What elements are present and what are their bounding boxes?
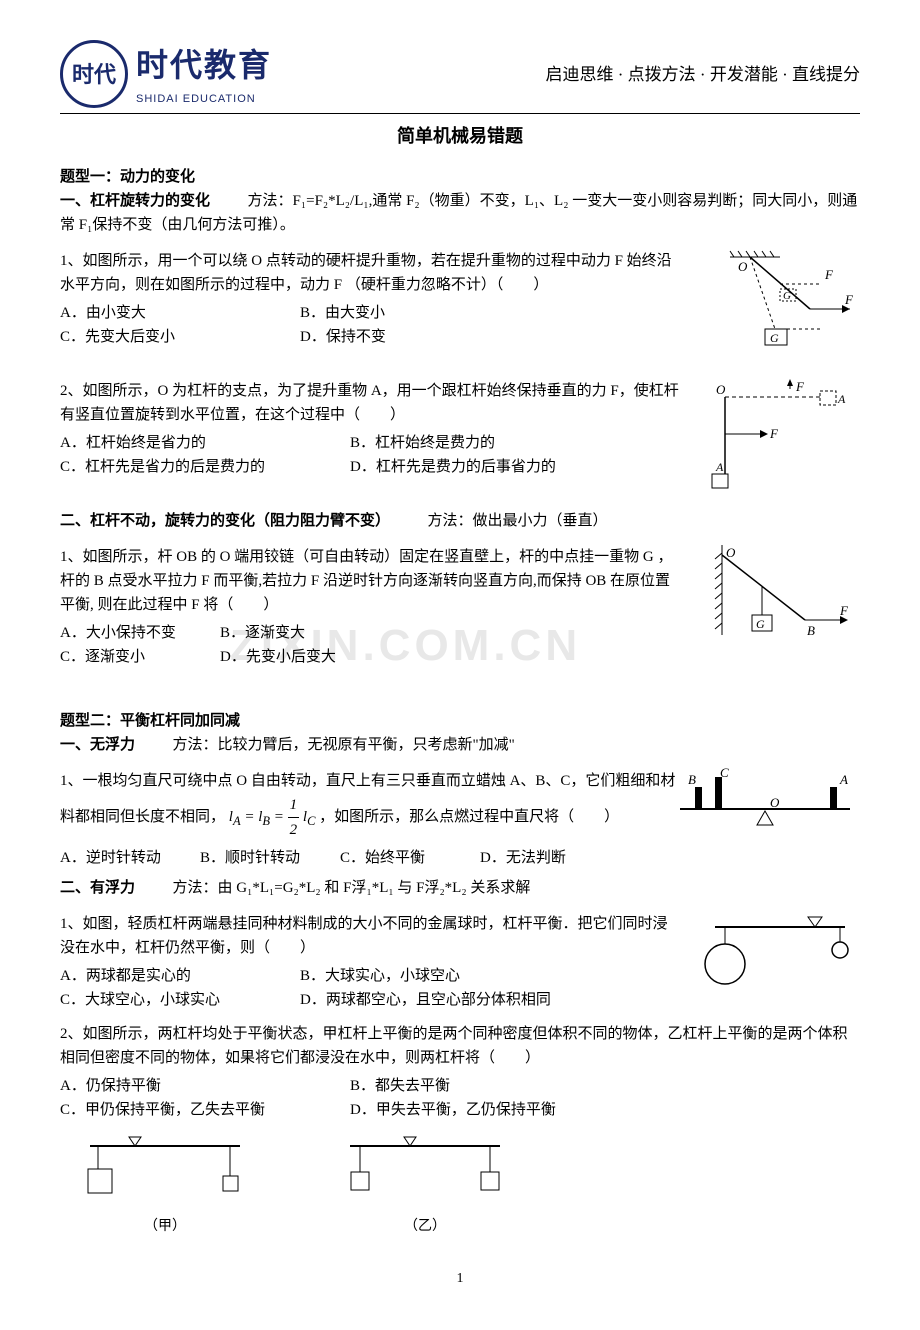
- svg-text:A: A: [715, 460, 724, 474]
- logo-text: 时代教育 SHIDAI EDUCATION: [136, 40, 272, 109]
- svg-text:O: O: [738, 259, 748, 274]
- svg-text:F: F: [769, 426, 779, 441]
- topic-1-heading: 题型一：动力的变化: [60, 165, 860, 189]
- t2-s2-q1: 1、如图，轻质杠杆两端悬挂同种材料制成的大小不同的金属球时，杠杆平衡．把它们同时…: [60, 912, 860, 1012]
- t1-s1-q1: 1、如图所示，用一个可以绕 O 点转动的硬杆提升重物，若在提升重物的过程中动力 …: [60, 249, 860, 349]
- q2-opt-d: D．杠杆先是费力的后事省力的: [350, 455, 610, 479]
- t2s1q1-b: B．顺时针转动: [200, 846, 340, 870]
- sec1-title: 一、杠杆旋转力的变化: [60, 193, 210, 209]
- q1-diagram: O F F G G: [720, 249, 860, 357]
- q1-stem: 1、如图所示，用一个可以绕 O 点转动的硬杆提升重物，若在提升重物的过程中动力 …: [60, 249, 680, 297]
- q2-stem: 2、如图所示，O 为杠杆的支点，为了提升重物 A，用一个跟杠杆始终保持垂直的力 …: [60, 379, 680, 427]
- svg-text:A: A: [839, 772, 848, 787]
- svg-text:O: O: [716, 382, 726, 397]
- q1-opt-a: A．由小变大: [60, 301, 260, 325]
- svg-text:A: A: [837, 392, 846, 406]
- t2s2q1-a: A．两球都是实心的: [60, 964, 260, 988]
- t2s2q1-b: B．大球实心，小球空心: [300, 964, 500, 988]
- t2s1q1-stem: 1、一根均匀直尺可绕中点 O 自由转动，直尺上有三只垂直而立蜡烛 A、B、C，它…: [60, 769, 680, 842]
- svg-text:O: O: [726, 545, 736, 560]
- t2s2q2-options: A．仍保持平衡 B．都失去平衡 C．甲仍保持平衡，乙失去平衡 D．甲失去平衡，乙…: [60, 1074, 860, 1122]
- q2-opt-a: A．杠杆始终是省力的: [60, 431, 320, 455]
- t2s2q1-c: C．大球空心，小球实心: [60, 988, 260, 1012]
- page-number: 1: [60, 1268, 860, 1290]
- t2s2q2-d: D．甲失去平衡，乙仍保持平衡: [350, 1098, 610, 1122]
- t2s1q1-formula: lA = lB = 12 lC: [229, 809, 316, 825]
- document-title: 简单机械易错题: [60, 122, 860, 151]
- topic-2-sec-1: 一、无浮力 方法：比较力臂后，无视原有平衡，只考虑新"加减": [60, 733, 860, 757]
- q2-opt-c: C．杠杆先是省力的后是费力的: [60, 455, 320, 479]
- t2s2q1-d: D．两球都空心，且空心部分体积相同: [300, 988, 551, 1012]
- t1s2q1-stem: 1、如图所示，杆 OB 的 O 端用铰链（可自由转动）固定在竖直壁上，杆的中点挂…: [60, 545, 680, 617]
- t1s2q1-a: A．大小保持不变: [60, 621, 220, 645]
- t2s1-title: 一、无浮力: [60, 737, 135, 753]
- t2s2-method: 方法：由 G₁*L₁=G₂*L₂ 和 F浮₁*L₁ 与 F浮₂*L₂ 关系求解: [173, 880, 531, 896]
- lever-yi: （乙）: [340, 1134, 510, 1238]
- svg-text:C: C: [720, 765, 729, 780]
- t1s2q1-c: C．逐渐变小: [60, 645, 220, 669]
- t2s1q1-c: C．始终平衡: [340, 846, 480, 870]
- svg-text:F: F: [824, 267, 834, 282]
- sec2-title: 二、杠杆不动，旋转力的变化（阻力阻力臂不变）: [60, 513, 390, 529]
- t2s1q1-options: A．逆时针转动 B．顺时针转动 C．始终平衡 D．无法判断: [60, 846, 860, 870]
- svg-text:F: F: [795, 379, 805, 394]
- topic-1-sec-1: 一、杠杆旋转力的变化 方法：F₁=F₂*L₂/L₁,通常 F₂（物重）不变，L₁…: [60, 189, 860, 237]
- topic-2-heading: 题型二：平衡杠杆同加同减: [60, 709, 860, 733]
- t2s1q1-d: D．无法判断: [480, 846, 620, 870]
- t1s2q1-options: ZIXIN.COM.CN A．大小保持不变 B．逐渐变大 C．逐渐变小 D．先变…: [60, 621, 860, 669]
- q2-diagram: O F A F A: [710, 379, 860, 497]
- svg-text:F: F: [839, 603, 849, 618]
- topic-1: 题型一：动力的变化 一、杠杆旋转力的变化 方法：F₁=F₂*L₂/L₁,通常 F…: [60, 165, 860, 669]
- t2s1q1-a: A．逆时针转动: [60, 846, 200, 870]
- q2-opt-b: B．杠杆始终是费力的: [350, 431, 610, 455]
- page-header: 时代 时代教育 SHIDAI EDUCATION 启迪思维 · 点拨方法 · 开…: [60, 40, 860, 114]
- q1-opt-b: B．由大变小: [300, 301, 500, 325]
- svg-text:F: F: [844, 292, 854, 307]
- logo-title: 时代教育: [136, 40, 272, 91]
- topic-2-sec-2: 二、有浮力 方法：由 G₁*L₁=G₂*L₂ 和 F浮₁*L₁ 与 F浮₂*L₂…: [60, 876, 860, 900]
- t2s2q2-diagrams: （甲） （乙）: [80, 1134, 860, 1238]
- t2s2q2-a: A．仍保持平衡: [60, 1074, 320, 1098]
- svg-text:G: G: [783, 290, 791, 302]
- t2-s1-q1: 1、一根均匀直尺可绕中点 O 自由转动，直尺上有三只垂直而立蜡烛 A、B、C，它…: [60, 769, 860, 870]
- t2s2q1-stem: 1、如图，轻质杠杆两端悬挂同种材料制成的大小不同的金属球时，杠杆平衡．把它们同时…: [60, 912, 680, 960]
- logo-icon: 时代: [60, 40, 128, 108]
- t2s1q1-stem-b: ，如图所示，那么点燃过程中直尺将（ ）: [319, 809, 619, 825]
- t2s2q2-b: B．都失去平衡: [350, 1074, 610, 1098]
- t1s2q1-b: B．逐渐变大: [220, 621, 380, 645]
- t2s2q1-diagram: [700, 912, 860, 1000]
- logo-block: 时代 时代教育 SHIDAI EDUCATION: [60, 40, 272, 109]
- sec2-method: 方法：做出最小力（垂直）: [428, 513, 608, 529]
- t1-s1-q2: 2、如图所示，O 为杠杆的支点，为了提升重物 A，用一个跟杠杆始终保持垂直的力 …: [60, 379, 860, 479]
- topic-1-sec-2: 二、杠杆不动，旋转力的变化（阻力阻力臂不变） 方法：做出最小力（垂直）: [60, 509, 860, 533]
- lever-yi-caption: （乙）: [340, 1216, 510, 1238]
- t2s2q2-stem: 2、如图所示，两杠杆均处于平衡状态，甲杠杆上平衡的是两个同种密度但体积不同的物体…: [60, 1022, 860, 1070]
- lever-jia-caption: （甲）: [80, 1216, 250, 1238]
- lever-jia: （甲）: [80, 1134, 250, 1238]
- q1-opt-c: C．先变大后变小: [60, 325, 260, 349]
- svg-text:G: G: [770, 331, 779, 345]
- header-tagline: 启迪思维 · 点拨方法 · 开发潜能 · 直线提分: [546, 61, 860, 88]
- t1-s2-q1: 1、如图所示，杆 OB 的 O 端用铰链（可自由转动）固定在竖直壁上，杆的中点挂…: [60, 545, 860, 669]
- svg-text:B: B: [688, 772, 696, 787]
- t2s2q2-c: C．甲仍保持平衡，乙失去平衡: [60, 1098, 320, 1122]
- topic-2: 题型二：平衡杠杆同加同减 一、无浮力 方法：比较力臂后，无视原有平衡，只考虑新"…: [60, 709, 860, 1238]
- t2s1-method: 方法：比较力臂后，无视原有平衡，只考虑新"加减": [173, 737, 515, 753]
- t2s1q1-diagram: B C A O: [670, 769, 860, 847]
- logo-subtitle: SHIDAI EDUCATION: [136, 91, 272, 109]
- t2-s2-q2: 2、如图所示，两杠杆均处于平衡状态，甲杠杆上平衡的是两个同种密度但体积不同的物体…: [60, 1022, 860, 1238]
- t1s2q1-d: D．先变小后变大: [220, 645, 380, 669]
- svg-text:O: O: [770, 795, 780, 810]
- q1-opt-d: D．保持不变: [300, 325, 500, 349]
- t2s2-title: 二、有浮力: [60, 880, 135, 896]
